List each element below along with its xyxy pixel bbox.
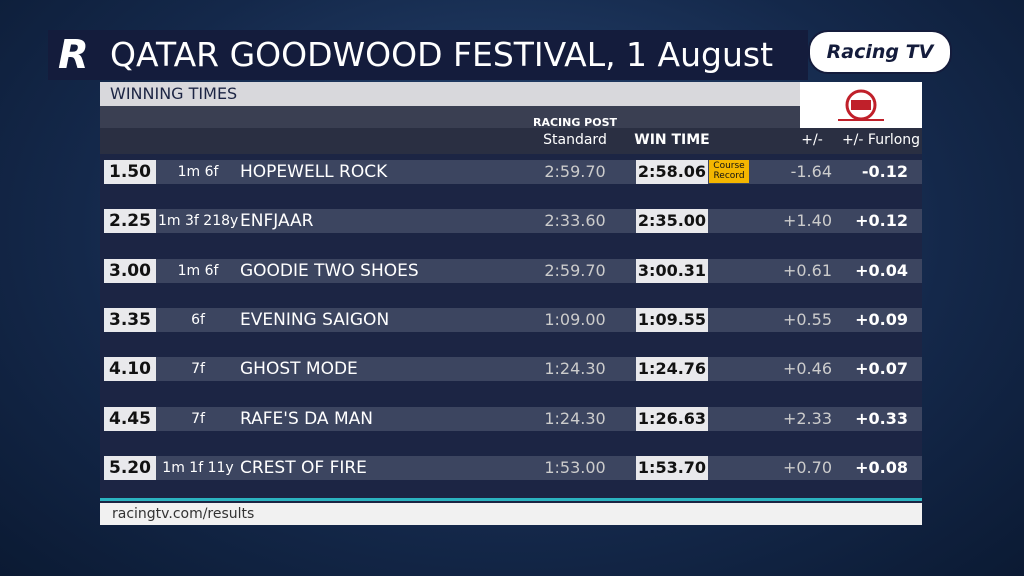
furlong: -0.12 bbox=[861, 162, 908, 181]
header-band bbox=[100, 106, 800, 128]
win-time: 3:00.31 bbox=[636, 258, 708, 283]
col-furlong: +/- Furlong bbox=[841, 132, 921, 148]
race-time: 2.25 bbox=[104, 209, 156, 234]
standard: 1:09.00 bbox=[544, 309, 606, 329]
course-logo bbox=[800, 82, 922, 128]
row-strip bbox=[104, 455, 922, 480]
course-record: Course Record bbox=[709, 160, 749, 183]
diff: +1.40 bbox=[782, 211, 832, 231]
horse: HOPEWELL ROCK bbox=[240, 162, 388, 182]
race-time: 1.50 bbox=[104, 160, 156, 184]
win-time: 2:35.00 bbox=[636, 209, 708, 234]
distance: 6f bbox=[191, 311, 205, 328]
header-band bbox=[100, 128, 922, 154]
title: QATAR GOODWOOD FESTIVAL, 1 August bbox=[110, 35, 774, 74]
horse: RAFE'S DA MAN bbox=[240, 408, 373, 429]
horse: EVENING SAIGON bbox=[240, 309, 390, 330]
sponsor: RACING POST bbox=[532, 116, 618, 129]
distance: 1m 1f 11y bbox=[162, 459, 234, 476]
col-diff: +/- bbox=[801, 132, 823, 148]
distance: 1m 3f 218y bbox=[158, 213, 239, 230]
distance: 1m 6f bbox=[177, 262, 219, 279]
row-strip bbox=[104, 258, 922, 283]
furlong: +0.12 bbox=[855, 211, 908, 231]
footer-url: racingtv.com/results bbox=[100, 503, 922, 525]
row-strip bbox=[104, 406, 922, 431]
race-time: 5.20 bbox=[104, 455, 156, 480]
standard: 1:24.30 bbox=[544, 408, 606, 428]
diff: -1.64 bbox=[790, 162, 832, 181]
win-time: 1:26.63 bbox=[636, 406, 708, 431]
horse: GOODIE TWO SHOES bbox=[240, 260, 419, 281]
race-time: 3.35 bbox=[104, 307, 156, 332]
diff: +0.61 bbox=[782, 260, 832, 280]
furlong: +0.09 bbox=[855, 309, 908, 329]
horse: CREST OF FIRE bbox=[240, 457, 367, 478]
standard: 2:33.60 bbox=[544, 211, 606, 231]
diff: +0.55 bbox=[782, 309, 832, 329]
standard: 1:53.00 bbox=[544, 457, 606, 477]
horse: GHOST MODE bbox=[240, 359, 358, 380]
row-strip bbox=[104, 160, 922, 184]
standard: 1:24.30 bbox=[544, 359, 606, 379]
furlong: +0.08 bbox=[855, 457, 908, 477]
distance: 7f bbox=[191, 361, 205, 378]
col-standard: Standard bbox=[543, 132, 607, 148]
row-strip bbox=[104, 357, 922, 382]
title-bar bbox=[48, 30, 808, 80]
race-time: 3.00 bbox=[104, 258, 156, 283]
logo-mark: R bbox=[58, 32, 89, 78]
row-strip bbox=[104, 307, 922, 332]
race-time: 4.45 bbox=[104, 406, 156, 431]
diff: +2.33 bbox=[782, 408, 832, 428]
win-time: 1:09.55 bbox=[636, 307, 708, 332]
horse: ENFJAAR bbox=[240, 211, 314, 232]
win-time: 1:24.76 bbox=[636, 357, 708, 382]
win-time: 1:53.70 bbox=[636, 455, 708, 480]
brand: Racing TV bbox=[808, 30, 952, 74]
table-title: WINNING TIMES bbox=[100, 82, 800, 106]
standard: 2:59.70 bbox=[544, 260, 606, 280]
diff: +0.46 bbox=[782, 359, 832, 379]
row-strip bbox=[104, 209, 922, 234]
diff: +0.70 bbox=[782, 457, 832, 477]
furlong: +0.33 bbox=[855, 408, 908, 428]
col-win-time: WIN TIME bbox=[634, 132, 710, 148]
distance: 7f bbox=[191, 410, 205, 427]
furlong: +0.07 bbox=[855, 359, 908, 379]
furlong: +0.04 bbox=[855, 260, 908, 280]
standard: 2:59.70 bbox=[544, 162, 606, 181]
distance: 1m 6f bbox=[177, 164, 219, 180]
divider bbox=[100, 498, 922, 501]
race-time: 4.10 bbox=[104, 357, 156, 382]
panel bbox=[100, 82, 922, 525]
win-time: 2:58.06 bbox=[636, 160, 708, 184]
emblem bbox=[838, 89, 884, 121]
